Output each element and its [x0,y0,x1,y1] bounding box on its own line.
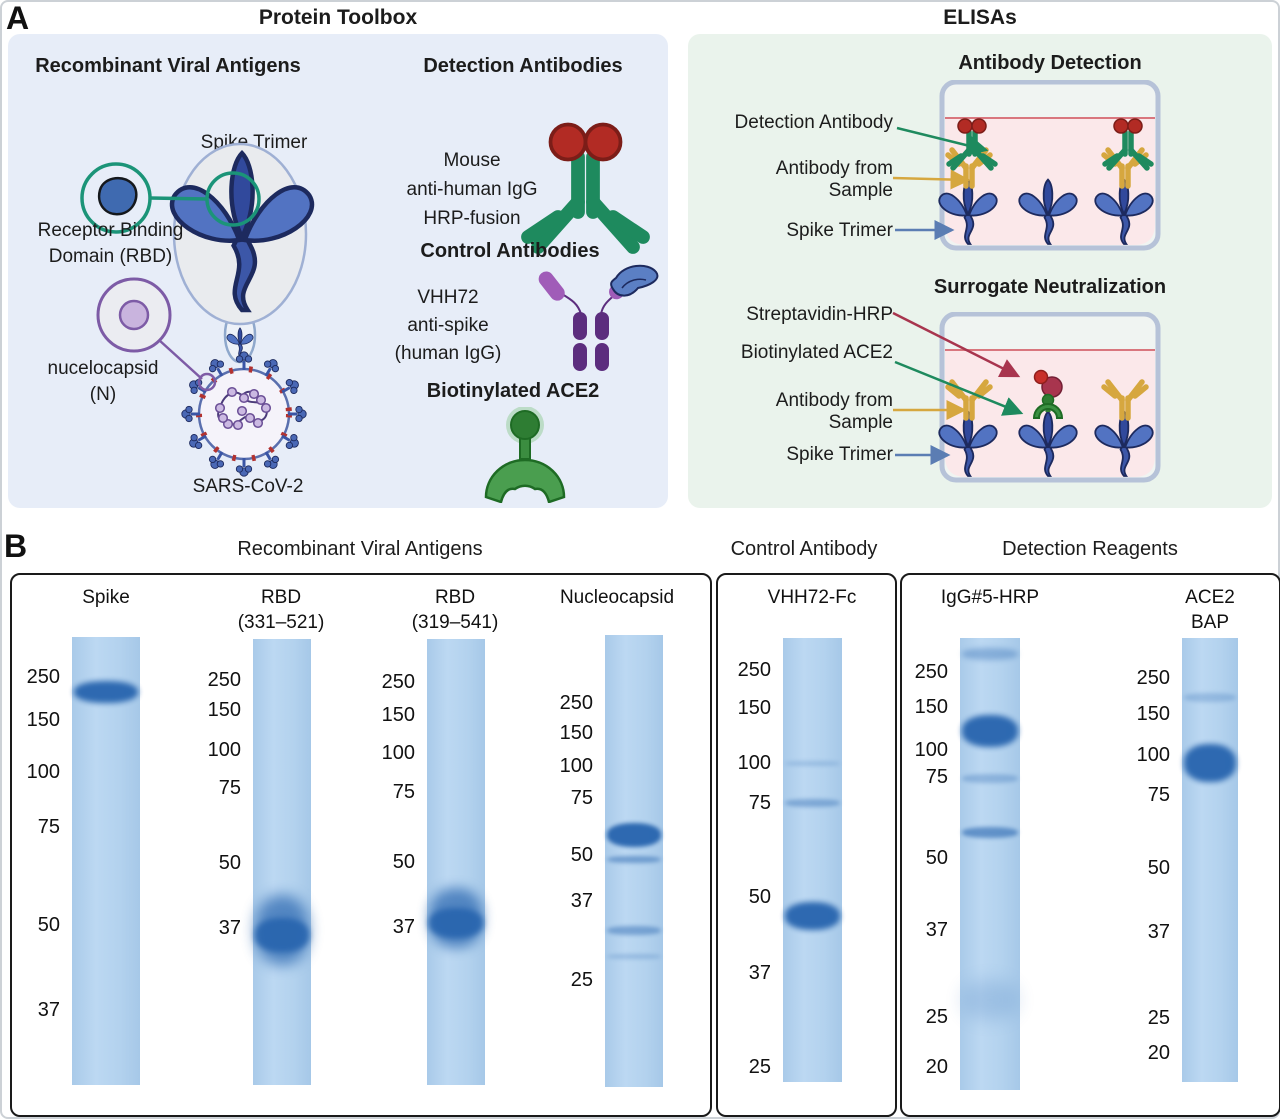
nucleocapsid-ring [197,372,217,392]
rbd-label: Receptor Binding Domain (RBD) [37,220,184,267]
mouse-antibody-label: Mouse anti-human IgG HRP-fusion [406,150,538,229]
antibody-detection-well [938,80,1161,251]
antigens-header: Recombinant Viral Antigens [35,55,301,77]
antibody-detection-header: Antibody Detection [958,52,1142,74]
elisa-panel: Antibody Detection Detection Antibody An… [688,34,1272,508]
protein-toolbox-panel: Recombinant Viral Antigens Detection Ant… [8,34,668,508]
panel-b-letter: B [4,528,28,564]
surrogate-neutralization-header: Surrogate Neutralization [933,276,1167,298]
biotinylated-ace2-header: Biotinylated ACE2 [426,380,600,402]
detection-antibody-callout: Detection Antibody [734,112,893,133]
detection-antibodies-header: Detection Antibodies [423,55,623,77]
gel-box-control [716,573,897,1117]
gel-group-title-antigens: Recombinant Viral Antigens [237,538,483,560]
spike-trimer-callout: Spike Trimer [786,220,893,241]
ace2-icon [484,407,566,503]
elisa-title: ELISAs [943,6,1017,29]
panel-a-letter: A [6,0,30,36]
nucleocapsid-core-icon [118,299,150,331]
rbd-blob-icon [97,177,138,216]
antibody-from-sample-callout-2: Antibody from Sample [775,390,893,433]
ace2-streptavidin-complex-icon [1032,369,1064,419]
rbd-connector-line [149,196,208,201]
vhh72-label: VHH72 anti-spike (human IgG) [394,287,502,364]
sars-cov-2-label: SARS-CoV-2 [192,476,304,497]
gel-group-title-detection: Detection Reagents [1002,538,1178,560]
nucleocapsid-connector-line [158,339,203,380]
detection-antibody-icon [520,108,650,258]
toolbox-title: Protein Toolbox [258,6,418,29]
gel-group-title-control: Control Antibody [730,538,878,560]
antibody-from-sample-callout: Antibody from Sample [775,158,893,201]
virus-icon [181,351,307,477]
spike-trimer-callout-2: Spike Trimer [786,444,893,465]
biotinylated-ace2-callout: Biotinylated ACE2 [740,342,893,363]
streptavidin-hrp-callout: Streptavidin-HRP [746,304,893,325]
nucleocapsid-label: nucelocapsid (N) [47,358,159,405]
vhh72-antibody-icon [538,264,659,371]
viral-antigen-illustration [80,142,348,477]
gel-box-detection [900,573,1280,1117]
gel-box-antigens [10,573,712,1117]
surrogate-neutralization-well [938,312,1161,483]
control-antibodies-header: Control Antibodies [420,240,600,262]
